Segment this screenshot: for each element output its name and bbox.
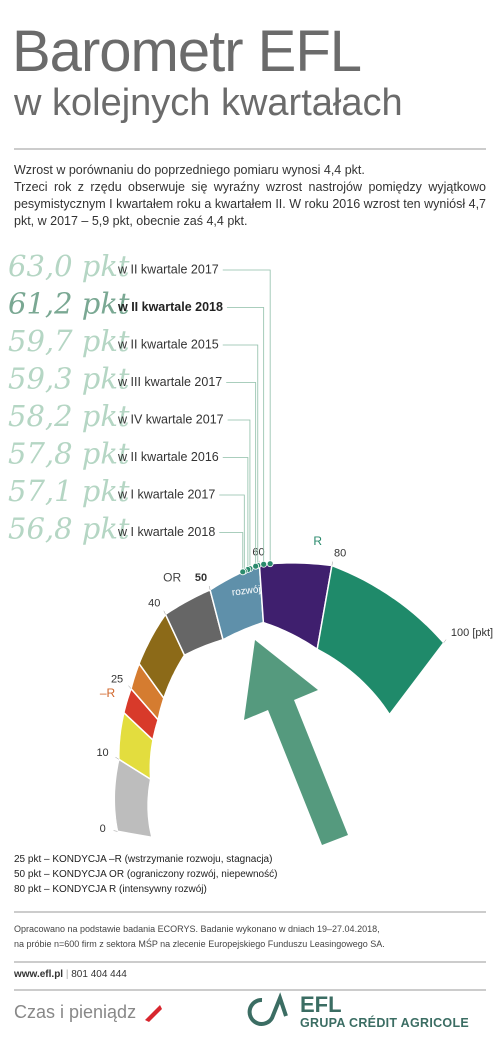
tick-mark — [115, 756, 120, 760]
slogan: Czas i pieniądz — [14, 1002, 137, 1022]
reading-period: w I kwartale 2017 — [117, 487, 215, 501]
gauge: rozwój 0 10 25 40 50 60 80 100 [pkt] –R OR R — [96, 534, 493, 839]
zone-label: –R — [100, 686, 116, 700]
legend-item: 25 pkt – KONDYCJA –R (wstrzymanie rozwoj… — [14, 854, 273, 865]
reading-label: 61,2 pkt — [8, 287, 130, 321]
title: Barometr EFL — [12, 19, 362, 84]
tick-label: 100 [pkt] — [451, 627, 493, 639]
reading-period: w II kwartale 2016 — [117, 450, 219, 464]
leader-line — [226, 307, 265, 565]
reading-period: w II kwartale 2018 — [117, 300, 223, 314]
logo-icon — [247, 992, 288, 1026]
phone: 801 404 444 — [71, 969, 127, 980]
leader-line — [222, 269, 271, 564]
leader-line — [219, 494, 245, 572]
gauge-segment — [316, 564, 445, 716]
reading-label: 57,8 pkt — [8, 437, 130, 471]
tick-mark — [128, 685, 132, 689]
tick-label: 10 — [96, 747, 108, 759]
note-line: na próbie n=600 firm z sektora MŚP na zl… — [14, 939, 385, 949]
reading-dot — [239, 568, 247, 576]
subtitle: w kolejnych kwartałach — [14, 82, 403, 124]
leader-line — [226, 382, 257, 567]
reading-period: w II kwartale 2015 — [117, 337, 219, 351]
reading-label: 59,7 pkt — [8, 324, 130, 358]
tick-label: 25 — [111, 674, 123, 686]
tick-mark — [113, 830, 118, 832]
slogan-mark — [145, 1005, 162, 1022]
legend-item: 80 pkt – KONDYCJA R (intensywny rozwój) — [14, 884, 207, 895]
reading-period: w III kwartale 2017 — [117, 375, 222, 389]
tick-label: 40 — [148, 597, 160, 609]
contact: www.efl.pl | 801 404 444 — [14, 969, 127, 980]
legend: 25 pkt – KONDYCJA –R (wstrzymanie rozwoj… — [14, 852, 277, 897]
note: Opracowano na podstawie badania ECORYS. … — [14, 922, 385, 952]
site: www.efl.pl — [14, 969, 64, 980]
leader-line — [222, 457, 249, 570]
brand: EFL — [300, 992, 342, 1017]
group: GRUPA CRÉDIT AGRICOLE — [300, 1016, 470, 1030]
leader-line — [222, 344, 259, 566]
tick-label: 80 — [334, 548, 346, 560]
zone-label: R — [313, 534, 322, 548]
reading-dot — [260, 560, 268, 568]
reading-dot — [266, 560, 274, 568]
tick-label: 0 — [100, 823, 106, 835]
zone-label: OR — [163, 570, 181, 584]
reading-label: 58,2 pkt — [8, 399, 130, 433]
intro-line: Wzrost w porównaniu do poprzedniego pomi… — [14, 163, 365, 177]
intro-line: Trzeci rok z rzędu obserwuje się wyraźny… — [14, 180, 486, 228]
reading-period: w IV kwartale 2017 — [117, 412, 224, 426]
reading-label: 59,3 pkt — [8, 362, 130, 396]
leader-line — [219, 532, 244, 572]
tick-mark — [163, 610, 166, 615]
leader-line — [227, 419, 251, 569]
reading-label: 57,1 pkt — [8, 474, 130, 508]
reading-period: w I kwartale 2018 — [117, 525, 215, 539]
legend-item: 50 pkt – KONDYCJA OR (ograniczony rozwój… — [14, 869, 278, 880]
note-line: Opracowano na podstawie badania ECORYS. … — [14, 924, 380, 934]
tick-label: 50 — [195, 572, 207, 584]
tick-label: 60 — [252, 547, 264, 559]
reading-label: 63,0 pkt — [8, 249, 130, 283]
tick-mark — [208, 585, 211, 590]
arrow — [244, 640, 348, 845]
tick-mark — [331, 561, 333, 566]
tick-mark — [443, 639, 447, 643]
reading-period: w II kwartale 2017 — [117, 262, 219, 276]
reading-label: 56,8 pkt — [8, 512, 130, 546]
intro: Wzrost w porównaniu do poprzedniego pomi… — [14, 162, 486, 230]
reading-dot — [252, 562, 260, 570]
segment-label: rozwój — [231, 584, 261, 599]
